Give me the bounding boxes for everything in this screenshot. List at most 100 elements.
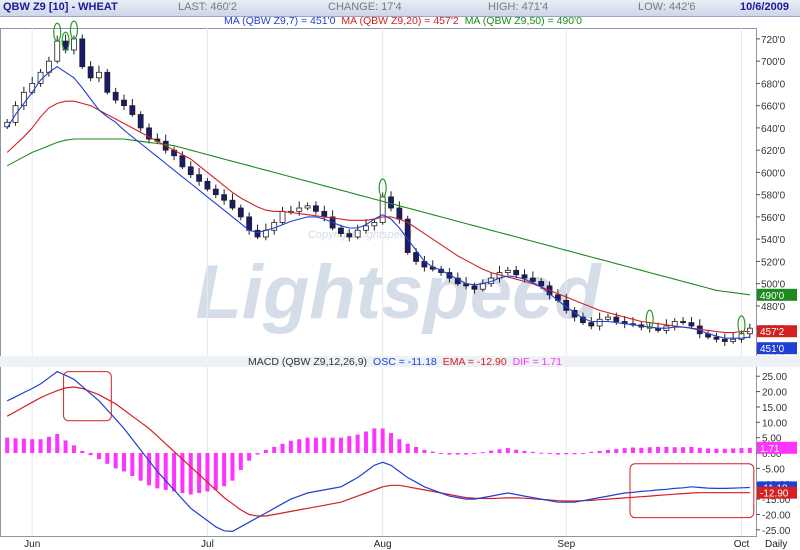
macd-histogram-bar — [46, 436, 51, 454]
macd-histogram-bar — [297, 439, 302, 454]
macd-histogram-bar — [414, 446, 419, 454]
macd-histogram-bar — [305, 437, 310, 454]
axes: 720'0 700'0 680'0 660'0 640'0 620'0 600'0 580'0… — [24, 15, 797, 550]
candle-body — [321, 210, 328, 218]
macd-histogram-bar — [706, 448, 711, 454]
price-value-box — [757, 342, 797, 355]
macd-histogram-bar — [322, 437, 327, 454]
macd-histogram-bar — [172, 453, 177, 492]
candle-body — [688, 322, 695, 327]
macd-histogram-bar — [288, 440, 293, 454]
macd-histogram-bar — [614, 449, 619, 454]
price-tick-label: 580'0 — [761, 191, 786, 202]
month-label: Jul — [201, 539, 214, 550]
macd-histogram-bar — [147, 453, 152, 486]
macd-histogram-bar — [338, 437, 343, 454]
price-tick-label: 660'0 — [761, 102, 786, 113]
highlight-ellipse — [737, 315, 746, 335]
macd-histogram-bar — [280, 443, 285, 454]
highlight-ellipse — [61, 31, 70, 51]
candle-body — [479, 283, 486, 290]
month-label: Sep — [557, 539, 575, 550]
macd-histogram-bar — [739, 448, 744, 454]
candle-body — [129, 105, 136, 115]
ma50-line — [6, 138, 750, 296]
period-label: Daily — [765, 539, 787, 550]
annotations — [53, 20, 755, 519]
macd-histogram-bar — [464, 453, 469, 455]
low-value: LOW: 442'6 — [638, 1, 696, 13]
macd-tick-label: 0.00 — [762, 449, 782, 460]
macd-histogram-bar — [656, 446, 661, 454]
candle-body — [371, 222, 378, 227]
candle-body — [388, 196, 394, 209]
candle-body — [413, 252, 419, 262]
macd-tick-label: 20.00 — [762, 388, 787, 399]
macd-histogram-bar — [130, 453, 135, 477]
macd-histogram-bar — [639, 447, 644, 454]
candle-body — [605, 316, 611, 320]
high-value: HIGH: 471'4 — [488, 1, 549, 13]
candle-body — [680, 321, 686, 324]
candle-body — [588, 322, 595, 327]
candle-body — [396, 207, 403, 220]
candle-body — [212, 188, 219, 196]
macd-histogram-bar — [480, 452, 485, 454]
macd-histogram-bar — [238, 453, 243, 470]
candle-body — [221, 194, 228, 201]
macd-histogram-bar — [405, 443, 410, 454]
macd-value-label: 1.71 — [760, 444, 780, 455]
macd-histogram-bar — [13, 438, 18, 454]
macd-value-box — [757, 486, 797, 499]
macd-histogram-bar — [430, 451, 435, 454]
macd-histogram-bar — [55, 433, 60, 454]
macd-histogram-bar — [197, 453, 202, 493]
price-legend-entry: MA (QBW Z9,50) = 490'0 — [465, 15, 582, 27]
macd-tick-label: 15.00 — [762, 403, 787, 414]
macd-histogram-bar — [380, 428, 385, 454]
highlight-ellipse — [645, 309, 654, 329]
price-legend-entry: MA (QBW Z9,20) = 457'2 — [341, 15, 458, 27]
macd-histogram-bar — [747, 447, 752, 454]
highlight-ellipse — [69, 20, 79, 40]
macd-histogram-bar — [96, 453, 101, 460]
candle-body — [254, 229, 261, 238]
macd-histogram-bar — [347, 436, 352, 454]
candle-body — [121, 99, 127, 107]
macd-histogram-bar — [530, 451, 535, 454]
price-value-box — [757, 288, 797, 301]
candle-body — [613, 316, 620, 322]
candle-body — [713, 336, 720, 340]
candle-body — [529, 277, 536, 282]
macd-histogram-bar — [263, 449, 268, 454]
price-panel — [4, 34, 753, 346]
candle-body — [187, 166, 194, 176]
macd-histogram-bar — [372, 428, 377, 454]
macd-histogram-bar — [121, 453, 126, 472]
macd-histogram-bar — [355, 434, 360, 454]
candle-body — [596, 318, 603, 327]
macd-histogram-bar — [572, 453, 577, 455]
candle-body — [313, 205, 319, 212]
macd-histogram-bar — [330, 437, 335, 454]
candle-body — [204, 180, 211, 190]
candle-body — [354, 229, 361, 238]
candle-body — [296, 207, 303, 212]
macd-histogram-bar — [363, 431, 368, 454]
macd-histogram-bar — [681, 447, 686, 454]
macd-panel — [5, 370, 752, 533]
candle-body — [29, 83, 36, 93]
price-value-label: 451'0 — [760, 344, 785, 355]
macd-histogram-bar — [539, 452, 544, 454]
watermark-logo: Lightspeed — [195, 250, 602, 335]
panel-frames — [0, 28, 800, 537]
macd-osc-line — [6, 370, 750, 533]
macd-ema-line — [6, 386, 750, 517]
macd-histogram-bar — [21, 438, 26, 454]
candle-body — [96, 71, 102, 79]
price-tick-label: 600'0 — [761, 168, 786, 179]
candle-body — [146, 127, 152, 140]
macd-histogram-bar — [247, 453, 252, 461]
macd-histogram-bar — [222, 453, 227, 487]
